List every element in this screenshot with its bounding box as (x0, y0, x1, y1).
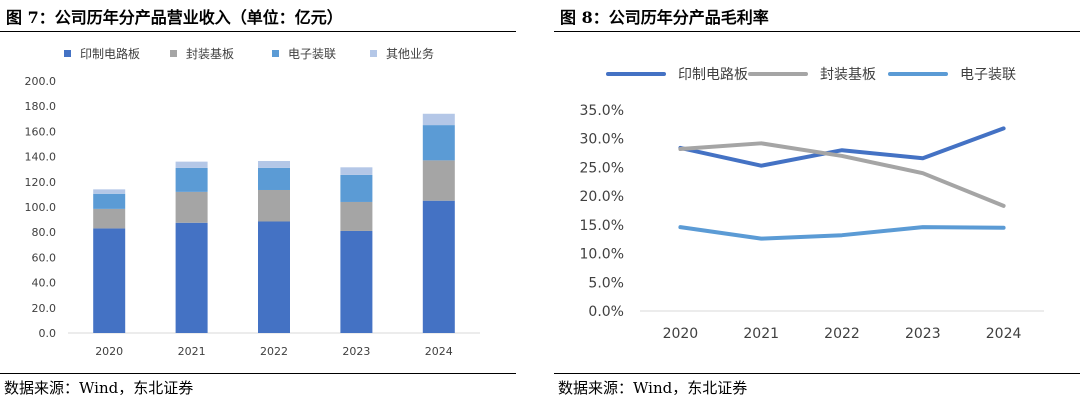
bar-segment (258, 189, 290, 222)
x-tick-label: 2020 (663, 326, 699, 342)
y-tick-label: 35.0% (580, 103, 624, 119)
y-tick-label: 200.0 (25, 75, 57, 88)
bar-segment (258, 221, 290, 333)
bar-segment (422, 125, 455, 161)
legend-label: 电子装联 (960, 67, 1016, 83)
legend-marker (170, 50, 177, 57)
y-tick-label: 160.0 (25, 125, 57, 138)
legend-label: 印制电路板 (678, 67, 748, 83)
series-line (678, 225, 1006, 241)
bar-segment (340, 201, 373, 231)
bar-segment (422, 113, 455, 126)
figure-8: 图 8：公司历年分产品毛利率 0.0% 5.0% 10.0% 15.0% 20.0% 25… (554, 0, 1080, 404)
x-tick-label: 2023 (905, 326, 941, 342)
legend-label: 印制电路板 (80, 46, 140, 61)
x-tick-label: 2020 (95, 345, 123, 358)
y-tick-label: 0.0% (588, 304, 624, 320)
legend-label: 封装基板 (186, 47, 234, 61)
y-tick-label: 100.0 (25, 201, 57, 214)
figure-7-title: 图 7：公司历年分产品营业收入（单位：亿元） (6, 8, 343, 27)
bar-segment (258, 161, 290, 168)
bar-segment (175, 167, 208, 192)
y-tick-label: 140.0 (25, 151, 57, 164)
bar-segment (340, 230, 373, 333)
x-tick-label: 2023 (342, 345, 370, 358)
figure-7-title-rule (0, 31, 516, 32)
x-tick-label: 2021 (743, 326, 779, 342)
bar-segment (175, 222, 208, 333)
y-tick-label: 30.0% (580, 132, 624, 148)
revenue-stacked-bar-chart: 0.0 20.0 40.0 60.0 80.0 100.0 120.0 140.0 160.0 1… (25, 46, 480, 358)
legend-label: 封装基板 (820, 66, 876, 83)
series-line (678, 126, 1006, 168)
y-tick-label: 180.0 (25, 100, 57, 113)
legend-label: 其他业务 (386, 46, 434, 61)
bar-segment (93, 193, 126, 209)
y-tick-label: 10.0% (580, 247, 624, 263)
bar-segment (340, 174, 373, 202)
legend-marker (370, 50, 377, 57)
legend-marker (64, 50, 71, 57)
x-tick-label: 2022 (260, 345, 288, 358)
y-tick-label: 5.0% (588, 275, 624, 291)
y-tick-label: 40.0 (32, 277, 57, 290)
bar-segment (175, 161, 208, 168)
y-tick-label: 120.0 (25, 176, 57, 189)
legend-marker (272, 50, 279, 57)
bar-segment (422, 200, 455, 333)
y-tick-label: 20.0% (580, 189, 624, 205)
x-tick-label: 2024 (986, 326, 1022, 342)
y-tick-label: 60.0 (32, 251, 57, 264)
legend-label: 电子装联 (288, 47, 336, 61)
x-tick-label: 2024 (425, 345, 453, 358)
y-tick-label: 20.0 (32, 302, 57, 315)
figure-8-source: 数据来源：Wind，东北证券 (558, 379, 748, 397)
bar-segment (175, 191, 208, 223)
figure-8-title: 图 8：公司历年分产品毛利率 (560, 8, 769, 27)
figure-7-source-rule (0, 373, 516, 374)
bar-segment (258, 167, 290, 190)
gross-margin-line-chart: 0.0% 5.0% 10.0% 15.0% 20.0% 25.0% 30.0% 35.0% 20… (580, 66, 1044, 342)
bar-segment (93, 208, 126, 229)
series-line (678, 141, 1006, 208)
figure-8-title-rule (554, 31, 1080, 32)
x-tick-label: 2021 (178, 345, 206, 358)
bar-segment (93, 189, 126, 194)
y-tick-label: 80.0 (32, 226, 57, 239)
y-tick-label: 15.0% (580, 218, 624, 234)
figure-8-source-rule (554, 373, 1080, 374)
y-tick-label: 0.0 (39, 327, 57, 340)
bar-segment (340, 167, 373, 175)
bar-segment (422, 160, 455, 201)
x-tick-label: 2022 (824, 326, 860, 342)
figure-7-source: 数据来源：Wind，东北证券 (4, 379, 194, 397)
figure-7: 图 7：公司历年分产品营业收入（单位：亿元） 0.0 20.0 40.0 60.0 80… (0, 0, 520, 404)
y-tick-label: 25.0% (580, 160, 624, 176)
bar-segment (93, 228, 126, 333)
